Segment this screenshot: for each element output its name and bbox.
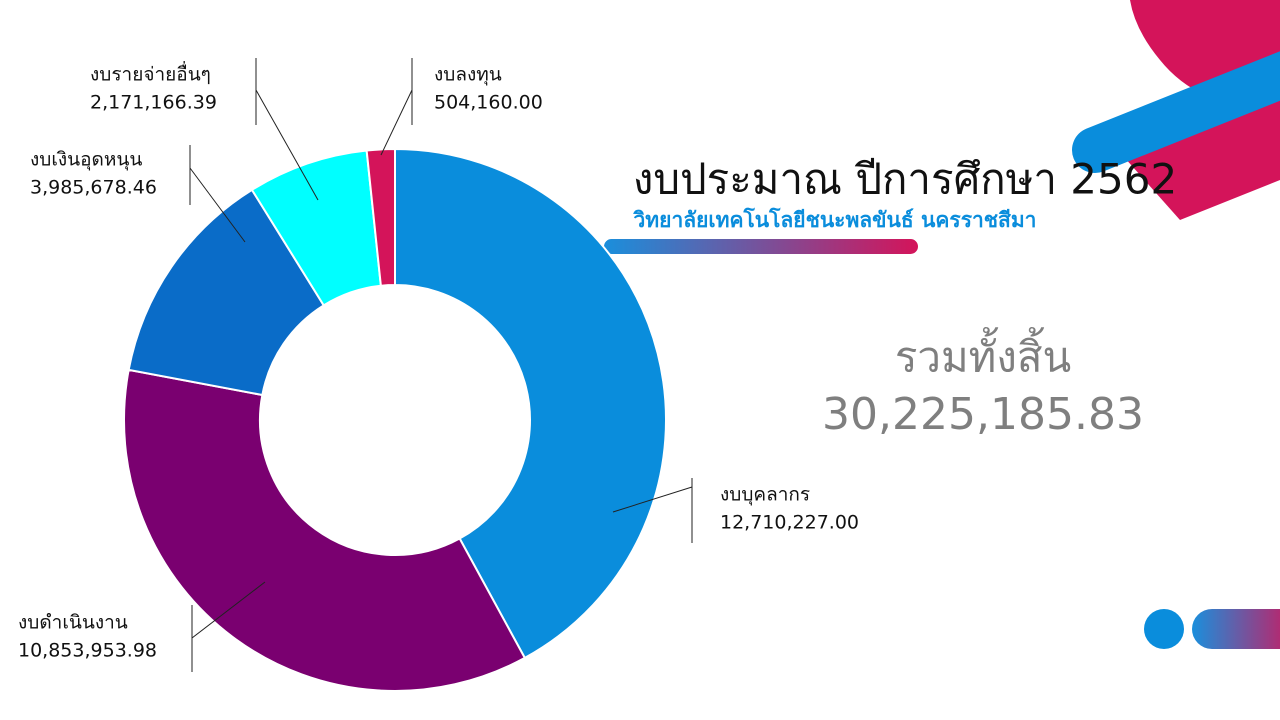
title-underline: [604, 239, 918, 254]
leader-line: [255, 89, 319, 201]
donut-slice: [123, 368, 527, 692]
slice-value-label: 10,853,953.98: [18, 640, 157, 662]
leader-line: [191, 581, 266, 639]
slice-label: งบรายจ่ายอื่นๆ: [90, 61, 211, 86]
slice-label: งบลงทุน: [434, 64, 502, 87]
leader-line: [612, 486, 693, 513]
decor-dot: [1144, 609, 1184, 649]
slice-label: งบดำเนินงาน: [18, 612, 128, 634]
slice-value-label: 12,710,227.00: [720, 512, 859, 534]
slice-value-label: 3,985,678.46: [30, 177, 157, 199]
slice-value-label: 2,171,166.39: [90, 92, 217, 114]
donut-slice: [394, 147, 667, 660]
total-value: 30,225,185.83: [822, 389, 1144, 440]
donut-slice: [365, 147, 396, 287]
decor-pill: [1192, 609, 1280, 649]
decor-bar: [1072, 51, 1280, 173]
slice-value-label: 504,160.00: [434, 92, 543, 114]
chart-title: งบประมาณ ปีการศึกษา 2562: [633, 155, 1177, 204]
chart-subtitle: วิทยาลัยเทคโนโลยีชนะพลขันธ์ นครราชสีมา: [632, 207, 1036, 232]
slice-label: งบเงินอุดหนุน: [30, 149, 142, 172]
total-caption: รวมทั้งสิ้น: [895, 327, 1071, 382]
slice-label: งบบุคลากร: [720, 484, 810, 507]
donut-slice: [127, 188, 326, 397]
leader-line: [189, 167, 246, 243]
leader-line: [380, 89, 413, 156]
